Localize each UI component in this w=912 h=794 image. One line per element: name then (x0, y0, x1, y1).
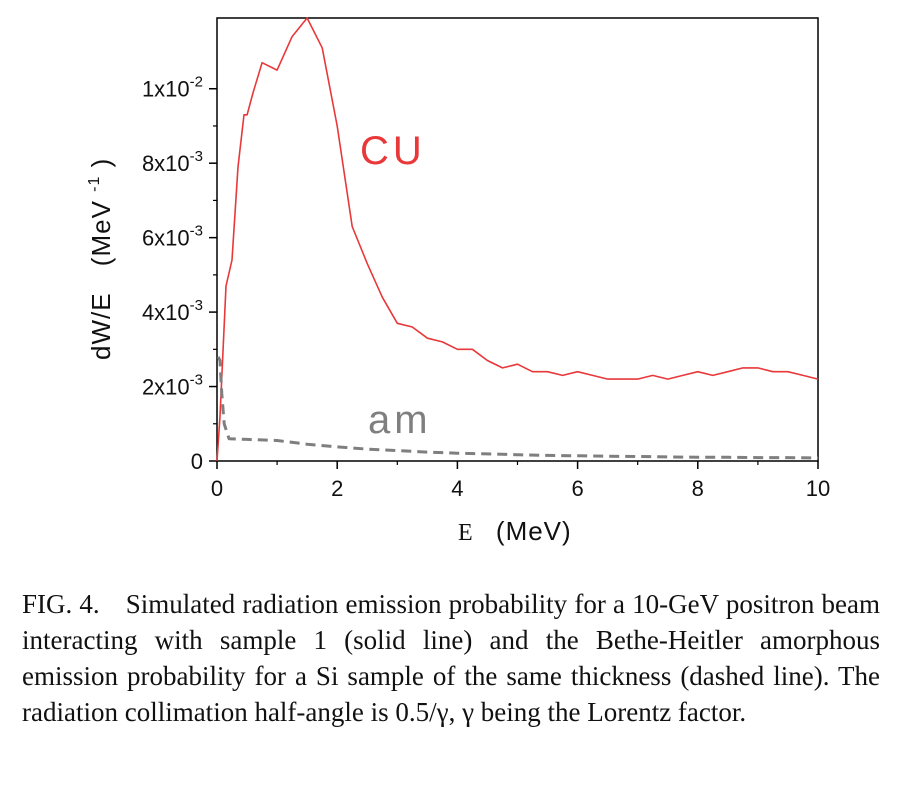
y-axis-title-unit-exp: -1 (86, 176, 103, 192)
x-axis-title: E (MeV) (458, 516, 572, 546)
y-tick-label: 0 (191, 449, 203, 474)
x-axis-title-symbol: E (458, 520, 474, 546)
x-tick-label: 2 (331, 476, 343, 501)
y-tick-label: 1x10-2 (142, 74, 203, 102)
chart: 0 2 4 6 8 10 0 2x10-3 4x10-3 6x10-3 8x10-3 1x10-2 C… (75, 17, 830, 546)
figure-caption: FIG. 4. Simulated radiation emission prob… (22, 586, 880, 730)
series-line-am (216, 356, 819, 460)
y-axis-title-unit: (MeV (86, 200, 116, 266)
y-tick-label: 4x10-3 (142, 297, 203, 325)
x-tick-label: 8 (692, 476, 704, 501)
x-tick-label: 10 (806, 476, 830, 501)
caption-label: FIG. 4. (22, 589, 100, 619)
caption-text: Simulated radiation emission probability… (22, 589, 880, 727)
plot-frame (216, 17, 819, 462)
x-tick-label: 6 (571, 476, 583, 501)
series-line-cu (216, 17, 819, 462)
y-tick-label: 2x10-3 (142, 372, 203, 400)
series-label-cu: CU (360, 129, 426, 173)
y-axis-title-unit-close: ) (86, 158, 116, 168)
series-layer (216, 17, 819, 462)
x-tick-label: 0 (211, 476, 223, 501)
series-label-am: am (368, 398, 432, 442)
y-axis-title: dW/E (MeV -1 ) (75, 158, 116, 360)
y-tick-label: 8x10-3 (142, 148, 203, 176)
x-axis-title-unit: (MeV) (496, 516, 572, 546)
x-tick-label: 4 (451, 476, 463, 501)
y-tick-label: 6x10-3 (142, 223, 203, 251)
y-axis-title-main: dW/E (86, 292, 116, 360)
plot-axes: 0 2 4 6 8 10 0 2x10-3 4x10-3 6x10-3 8x10-3 1x10-2 (142, 17, 830, 501)
